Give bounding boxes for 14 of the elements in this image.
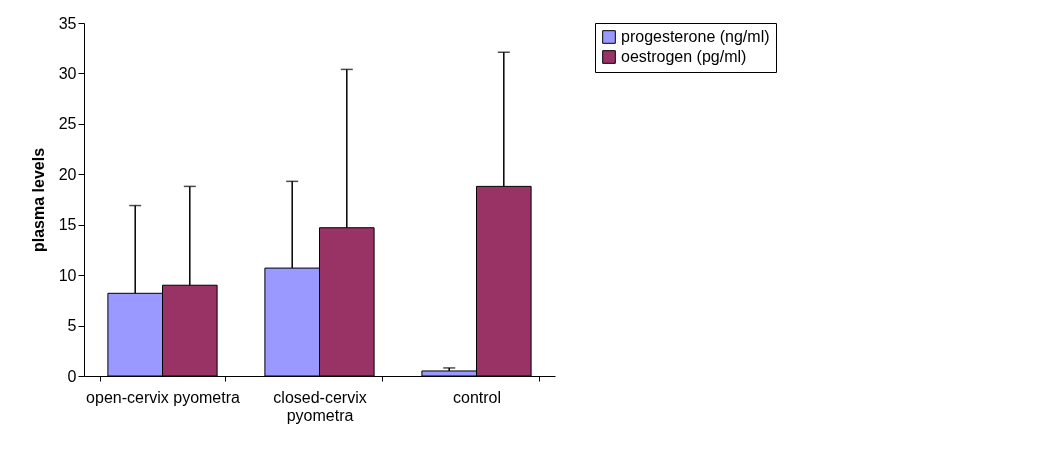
y-tick-label: 20 [58, 165, 77, 183]
y-tick-label: 0 [67, 367, 77, 385]
legend-label: oestrogen (pg/ml) [621, 48, 747, 65]
y-axis-title: plasma levels [29, 147, 47, 253]
y-tick-label: 30 [58, 64, 77, 82]
legend-label: progesterone (ng/ml) [621, 28, 770, 45]
x-tick-label: closed-cervix pyometra [273, 388, 367, 424]
x-tick-label: control [452, 388, 502, 406]
y-tick-label: 10 [58, 266, 77, 284]
y-tick-label: 25 [58, 115, 77, 133]
x-tick-label: open-cervix pyometra [86, 388, 241, 406]
y-tick-label: 15 [58, 216, 77, 234]
y-tick-label: 35 [58, 14, 77, 32]
y-tick-label: 5 [67, 317, 77, 335]
